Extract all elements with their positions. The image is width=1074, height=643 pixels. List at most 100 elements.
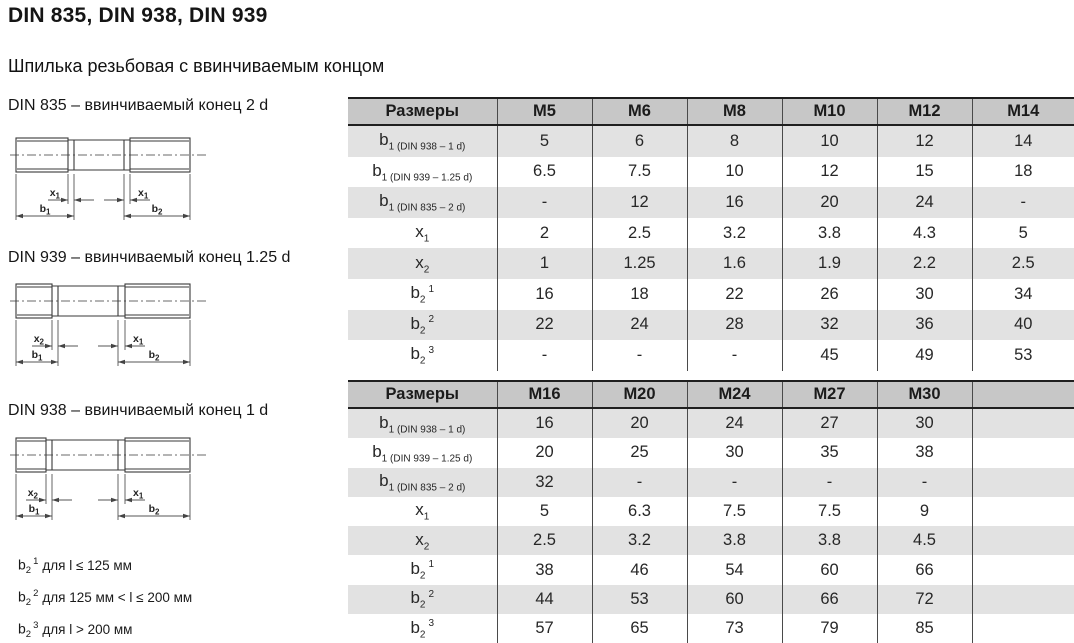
row-label: b1 (DIN 938 – 1 d) — [379, 130, 466, 153]
column-header — [971, 380, 1074, 409]
table-cell: 73 — [686, 614, 782, 643]
row-label: x2 — [415, 529, 430, 552]
table-row: b1 (DIN 835 – 2 d) -12 16 20 24- — [348, 187, 1074, 218]
table-cell: - — [496, 187, 592, 218]
table-row: x1 2 2.5 3.2 3.8 4.3 5 — [348, 217, 1074, 249]
table-cell — [971, 408, 1074, 439]
svg-text:x1: x1 — [138, 187, 149, 201]
table-cell: 79 — [781, 614, 877, 643]
table-cell: 12 — [591, 187, 687, 218]
table-row: x2 2.5 3.2 3.8 3.8 4.5 — [348, 526, 1074, 556]
table-row: x1 5 6.3 7.5 7.5 9 — [348, 496, 1074, 527]
table-cell: 3.8 — [781, 526, 877, 556]
table-cell: 16 — [496, 408, 592, 439]
row-label: b1 (DIN 939 – 1.25 d) — [372, 160, 473, 184]
table-row: b1 (DIN 938 – 1 d) 5 6 8 10 12 14 — [348, 125, 1074, 157]
table-cell: 16 — [686, 187, 782, 218]
table-cell: 27 — [781, 408, 877, 439]
stud-drawing-din835: x1 x1 b1 b2 — [8, 124, 208, 228]
table-row: b22 44 53 60 66 72 — [348, 584, 1074, 615]
column-header: M5 — [496, 97, 592, 126]
table-cell: 30 — [876, 278, 972, 310]
table-cell: 45 — [781, 340, 877, 371]
table-cell: 20 — [781, 187, 877, 218]
table-cell: 40 — [971, 309, 1074, 341]
table-cell: - — [496, 340, 592, 371]
table-cell: 57 — [496, 614, 592, 643]
column-header: M16 — [496, 380, 592, 409]
svg-text:b2: b2 — [152, 203, 163, 217]
table-cell: 38 — [876, 438, 972, 468]
svg-text:b2: b2 — [149, 503, 160, 517]
table-row: b23 57 65 73 79 85 — [348, 614, 1074, 643]
table-cell: 6.3 — [591, 496, 687, 527]
table-cell: 3.2 — [686, 217, 782, 249]
table-cell: 1.9 — [781, 248, 877, 279]
stud-drawing-din938: x2 x1 b1 b2 — [8, 424, 208, 528]
row-label: b1 (DIN 938 – 1 d) — [379, 412, 466, 435]
drawing-label-din835: DIN 835 – ввинчиваемый конец 2 d — [8, 97, 269, 114]
dimensions-table-m16-m30: Размеры M16 M20 M24 M27 M30 b1 (DIN 938 – 1 d)… — [348, 380, 1074, 643]
table-cell: 32 — [496, 467, 592, 497]
table-cell: 22 — [496, 309, 592, 341]
table-cell: 3.8 — [686, 526, 782, 556]
table-cell: 2.5 — [971, 248, 1074, 279]
table-cell: 35 — [781, 438, 877, 468]
row-label: b1 (DIN 835 – 2 d) — [379, 471, 466, 494]
table-cell: 30 — [686, 438, 782, 468]
table-row: x2 1 1.25 1.6 1.9 2.2 2.5 — [348, 248, 1074, 279]
column-header: Размеры — [348, 97, 497, 126]
table-cell — [971, 555, 1074, 585]
page-title: DIN 835, DIN 938, DIN 939 — [8, 4, 268, 27]
table-cell: 12 — [781, 156, 877, 188]
table-cell: 36 — [876, 309, 972, 341]
table-cell: 2.5 — [496, 526, 592, 556]
table-cell: 34 — [971, 278, 1074, 310]
table-row: b1 (DIN 939 – 1.25 d) 6.5 7.5 10 12 15 18 — [348, 156, 1074, 188]
table-cell: 24 — [686, 408, 782, 439]
table-cell: 1 — [496, 248, 592, 279]
svg-text:x2: x2 — [34, 333, 45, 347]
table-cell: 60 — [781, 555, 877, 585]
table-cell: 38 — [496, 555, 592, 585]
column-header: M12 — [876, 97, 972, 126]
row-label: x1 — [415, 500, 430, 523]
table-cell: 25 — [591, 438, 687, 468]
table-cell: 9 — [876, 496, 972, 527]
row-label: b22 — [410, 313, 435, 336]
table-cell: 18 — [591, 278, 687, 310]
table-row: b22 22 24 28 32 36 40 — [348, 309, 1074, 341]
row-label: b21 — [410, 283, 435, 306]
column-header: M20 — [591, 380, 687, 409]
table-cell: 26 — [781, 278, 877, 310]
column-header: M30 — [876, 380, 972, 409]
table-cell: 15 — [876, 156, 972, 188]
table-cell: 53 — [971, 340, 1074, 371]
svg-text:x1: x1 — [133, 487, 144, 501]
table-cell: 53 — [591, 584, 687, 615]
row-label: x1 — [415, 221, 430, 245]
row-label: b1 (DIN 835 – 2 d) — [379, 191, 466, 214]
table-cell: 1.6 — [686, 248, 782, 279]
column-header: M14 — [971, 97, 1074, 126]
table-cell: 10 — [781, 125, 877, 157]
table-row: b1 (DIN 939 – 1.25 d) 20 25 30 35 38 — [348, 438, 1074, 468]
table-row: b21 16 18 22 26 30 34 — [348, 278, 1074, 310]
table-cell — [971, 496, 1074, 527]
dimensions-table-m5-m14: Размеры M5 M6 M8 M10 M12 M14 b1 (DIN 938 – 1 d)… — [348, 97, 1074, 371]
table-cell: 5 — [496, 496, 592, 527]
footnote-b2-1: b21 для l ≤ 125 мм — [18, 556, 132, 577]
table-cell: 12 — [876, 125, 972, 157]
table-cell: 10 — [686, 156, 782, 188]
table-cell: 66 — [876, 555, 972, 585]
table-cell: 6 — [591, 125, 687, 157]
column-header: M10 — [781, 97, 877, 126]
svg-text:x1: x1 — [50, 187, 61, 201]
table-cell: 2 — [496, 217, 592, 249]
table-cell: 2.2 — [876, 248, 972, 279]
table-cell: 32 — [781, 309, 877, 341]
table-cell: 20 — [496, 438, 592, 468]
column-header: Размеры — [348, 380, 497, 409]
svg-text:b1: b1 — [40, 203, 51, 217]
table-cell — [971, 614, 1074, 643]
